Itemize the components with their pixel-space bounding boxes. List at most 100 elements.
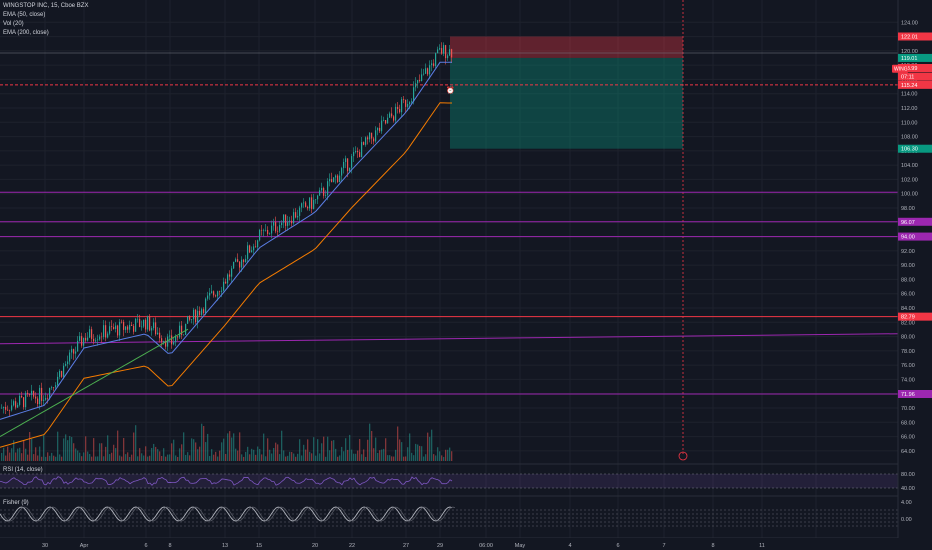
ema200-legend[interactable]: EMA (200, close) — [3, 30, 49, 36]
volume-bar — [393, 456, 395, 461]
candle-body — [431, 63, 433, 66]
candle-body — [3, 406, 5, 408]
ema50-line — [0, 61, 452, 420]
candle-body — [199, 310, 201, 315]
volume-bar — [223, 438, 225, 461]
volume-bar — [431, 429, 433, 461]
volume-bar — [47, 452, 49, 461]
moving-averages — [0, 61, 453, 448]
volume-bar — [263, 433, 265, 461]
time-tick-label: 8 — [711, 543, 714, 549]
volume-bar — [241, 454, 243, 461]
candle-body — [59, 371, 61, 377]
ema-crossover-line — [0, 328, 189, 438]
volume-bar — [179, 448, 181, 461]
candle-body — [91, 329, 93, 339]
volume-bar — [327, 436, 329, 461]
candle-body — [35, 396, 37, 399]
volume-bar — [451, 451, 453, 461]
candle-body — [445, 45, 447, 59]
volume-bar — [361, 454, 363, 461]
candle-body — [69, 352, 71, 362]
volume-bar — [49, 455, 51, 461]
volume-bar — [233, 433, 235, 461]
level-94-badge: 94.00 — [901, 235, 915, 241]
candle-body — [243, 259, 245, 263]
candle-body — [391, 113, 393, 117]
volume-bar — [247, 446, 249, 461]
volume-bar — [127, 452, 129, 461]
symbol-title[interactable]: WINGSTOP INC, 15, Cboe BZX — [3, 3, 89, 9]
volume-bar — [101, 443, 103, 461]
level-94-badge-bg — [898, 232, 932, 241]
candle-body — [127, 326, 129, 330]
candle-body — [27, 392, 29, 395]
rsi-legend[interactable]: RSI (14, close) — [3, 467, 43, 473]
volume-bar — [419, 445, 421, 461]
volume-bar — [109, 454, 111, 461]
volume-bar — [231, 437, 233, 461]
volume-bar — [215, 451, 217, 461]
volume-bar — [87, 451, 89, 461]
candle-body — [235, 259, 237, 262]
candle-body — [79, 336, 81, 341]
stop-price-badge-bg — [898, 144, 932, 153]
volume-bar — [153, 443, 155, 461]
volume-bar — [99, 443, 101, 461]
time-tick-label: 13 — [222, 543, 228, 549]
volume-bar — [353, 453, 355, 461]
volume-bar — [151, 447, 153, 461]
volume-bar — [9, 452, 11, 461]
candle-body — [229, 274, 231, 277]
volume-bar — [1, 452, 3, 461]
candle-body — [151, 328, 153, 331]
volume-bar — [251, 448, 253, 461]
volume-bar — [17, 448, 19, 461]
candle-body — [295, 212, 297, 218]
candle-body — [273, 222, 275, 226]
volume-bar — [73, 443, 75, 461]
volume-bar — [411, 452, 413, 461]
volume-bar — [449, 447, 451, 461]
volume-bar — [249, 454, 251, 461]
volume-bar — [189, 455, 191, 461]
candle-body — [81, 336, 83, 346]
candle-body — [55, 385, 57, 388]
trend-line — [0, 333, 899, 345]
candle-body — [385, 120, 387, 124]
volume-bar — [211, 449, 213, 461]
volume-bar — [295, 456, 297, 461]
candle-body — [53, 387, 55, 388]
volume-bar — [443, 456, 445, 461]
volume-bar — [305, 449, 307, 461]
ema50-legend[interactable]: EMA (50, close) — [3, 12, 46, 18]
candle-body — [269, 233, 271, 235]
candle-body — [131, 324, 133, 326]
volume-bar — [237, 450, 239, 461]
volume-bar — [243, 456, 245, 461]
volume-bar — [373, 448, 375, 461]
price-tick-label: 92.00 — [901, 249, 915, 255]
volume-bar — [21, 453, 23, 461]
price-tick-label: 110.00 — [901, 120, 917, 126]
volume-bar — [289, 451, 291, 461]
price-tick-label: 100.00 — [901, 192, 918, 198]
fisher-legend[interactable]: Fisher (9) — [3, 500, 29, 506]
volume-bar — [193, 439, 195, 461]
volume-bar — [435, 455, 437, 461]
candle-body — [75, 351, 77, 354]
fisher-tick-label: 4.00 — [901, 500, 912, 506]
candle-body — [379, 127, 381, 132]
volume-bar — [309, 451, 311, 461]
price-tick-label: 124.00 — [901, 20, 918, 26]
candle-body — [163, 340, 165, 342]
volume-legend[interactable]: Vol (20) — [3, 21, 24, 27]
candle-body — [335, 175, 337, 178]
volume-bar — [69, 435, 71, 461]
volume-bar — [279, 454, 281, 461]
candle-body — [421, 74, 423, 82]
volume-bar — [437, 447, 439, 461]
volume-bar — [395, 449, 397, 461]
volume-bar — [137, 456, 139, 461]
